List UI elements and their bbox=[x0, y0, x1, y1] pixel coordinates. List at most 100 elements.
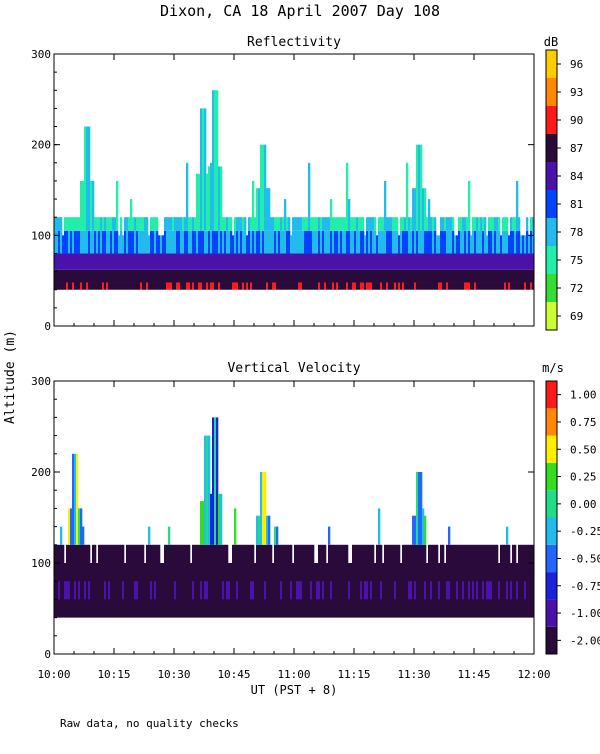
heat-cell bbox=[90, 180, 93, 231]
heat-cell bbox=[262, 144, 265, 231]
heat-cell bbox=[158, 253, 161, 270]
heat-cell bbox=[250, 253, 253, 270]
heat-cell bbox=[462, 217, 465, 231]
heat-cell bbox=[428, 230, 431, 254]
heat-cell bbox=[470, 581, 473, 600]
heat-cell bbox=[498, 282, 501, 290]
heat-cell bbox=[226, 253, 229, 270]
heat-cell bbox=[236, 230, 239, 254]
heat-cell bbox=[216, 282, 219, 290]
heat-cell bbox=[296, 253, 299, 270]
heat-cell bbox=[202, 230, 205, 254]
heat-cell bbox=[290, 581, 293, 600]
heat-cell bbox=[310, 253, 313, 270]
heat-cell bbox=[502, 217, 505, 231]
heat-cell bbox=[250, 217, 253, 231]
heat-cell bbox=[296, 282, 299, 290]
heat-cell bbox=[346, 269, 349, 283]
colorbar-label: 84 bbox=[570, 170, 584, 183]
colorbar-label: 0.50 bbox=[570, 443, 597, 456]
heat-cell bbox=[174, 253, 177, 270]
heat-cell bbox=[68, 230, 71, 254]
heat-cell bbox=[154, 253, 157, 270]
heat-cell bbox=[244, 269, 247, 283]
heat-cell bbox=[512, 269, 515, 283]
heat-cell bbox=[380, 581, 383, 600]
heat-cell bbox=[334, 581, 337, 600]
heat-cell bbox=[216, 581, 219, 600]
heat-cell bbox=[200, 282, 203, 290]
heat-cell bbox=[390, 253, 393, 270]
heat-cell bbox=[62, 282, 65, 290]
heat-cell bbox=[378, 581, 381, 600]
heat-cell bbox=[466, 253, 469, 270]
heat-cell bbox=[62, 235, 65, 254]
heat-cell bbox=[180, 253, 183, 270]
heat-cell bbox=[246, 581, 249, 600]
heat-cell bbox=[232, 269, 235, 283]
heat-cell bbox=[518, 230, 521, 254]
heat-cell bbox=[134, 269, 137, 283]
heat-cell bbox=[346, 282, 349, 290]
heat-cell bbox=[380, 269, 383, 283]
heat-cell bbox=[216, 253, 219, 270]
heat-cell bbox=[466, 282, 469, 290]
heat-cell bbox=[184, 230, 187, 254]
heat-cell bbox=[328, 581, 331, 600]
heat-cell bbox=[104, 217, 107, 231]
heat-cell bbox=[308, 581, 311, 600]
heat-cell bbox=[168, 581, 171, 600]
heat-cell bbox=[408, 269, 411, 283]
heat-cell bbox=[94, 253, 97, 270]
heat-cell bbox=[202, 581, 205, 600]
heat-cell bbox=[272, 269, 275, 283]
heat-cell bbox=[420, 230, 423, 254]
heat-cell bbox=[140, 217, 143, 231]
heat-cell bbox=[320, 282, 323, 290]
heat-cell bbox=[132, 269, 135, 283]
heat-cell bbox=[114, 269, 117, 283]
heat-cell bbox=[60, 230, 63, 254]
heat-cell bbox=[278, 282, 281, 290]
heat-cell bbox=[472, 581, 475, 600]
heat-cell bbox=[178, 217, 181, 231]
heat-cell bbox=[186, 282, 189, 290]
heat-cell bbox=[334, 544, 337, 618]
heat-cell bbox=[390, 282, 393, 290]
heat-cell bbox=[180, 581, 183, 600]
heat-cell bbox=[502, 230, 505, 254]
heat-cell bbox=[88, 253, 91, 270]
heat-cell bbox=[266, 253, 269, 270]
heat-cell bbox=[398, 235, 401, 254]
heat-cell bbox=[302, 230, 305, 254]
colorbar-label: 81 bbox=[570, 198, 583, 211]
heat-cell bbox=[432, 253, 435, 270]
heat-cell bbox=[366, 217, 369, 231]
heat-cell bbox=[252, 230, 255, 254]
heat-cell bbox=[132, 230, 135, 254]
heat-cell bbox=[504, 230, 507, 254]
heat-cell bbox=[292, 217, 295, 231]
footnote: Raw data, no quality checks bbox=[60, 717, 239, 730]
heat-cell bbox=[146, 581, 149, 600]
heat-cell bbox=[92, 282, 95, 290]
heat-cell bbox=[394, 544, 397, 618]
x-tick-label: 10:45 bbox=[217, 668, 250, 681]
heat-cell bbox=[78, 217, 81, 231]
heat-cell bbox=[276, 526, 279, 545]
heat-cell bbox=[346, 544, 349, 618]
heat-cell bbox=[152, 217, 155, 231]
heat-cell bbox=[366, 269, 369, 283]
heat-cell bbox=[136, 253, 139, 270]
heat-cell bbox=[396, 253, 399, 270]
heat-cell bbox=[312, 253, 315, 270]
heat-cell bbox=[152, 253, 155, 270]
heat-cell bbox=[190, 217, 193, 231]
heat-cell bbox=[258, 269, 261, 283]
colorbar-unit: dB bbox=[544, 35, 558, 49]
heat-cell bbox=[130, 282, 133, 290]
heat-cell bbox=[344, 230, 347, 254]
heat-cell bbox=[388, 217, 391, 231]
heat-cell bbox=[302, 544, 305, 618]
heat-cell bbox=[84, 230, 87, 254]
